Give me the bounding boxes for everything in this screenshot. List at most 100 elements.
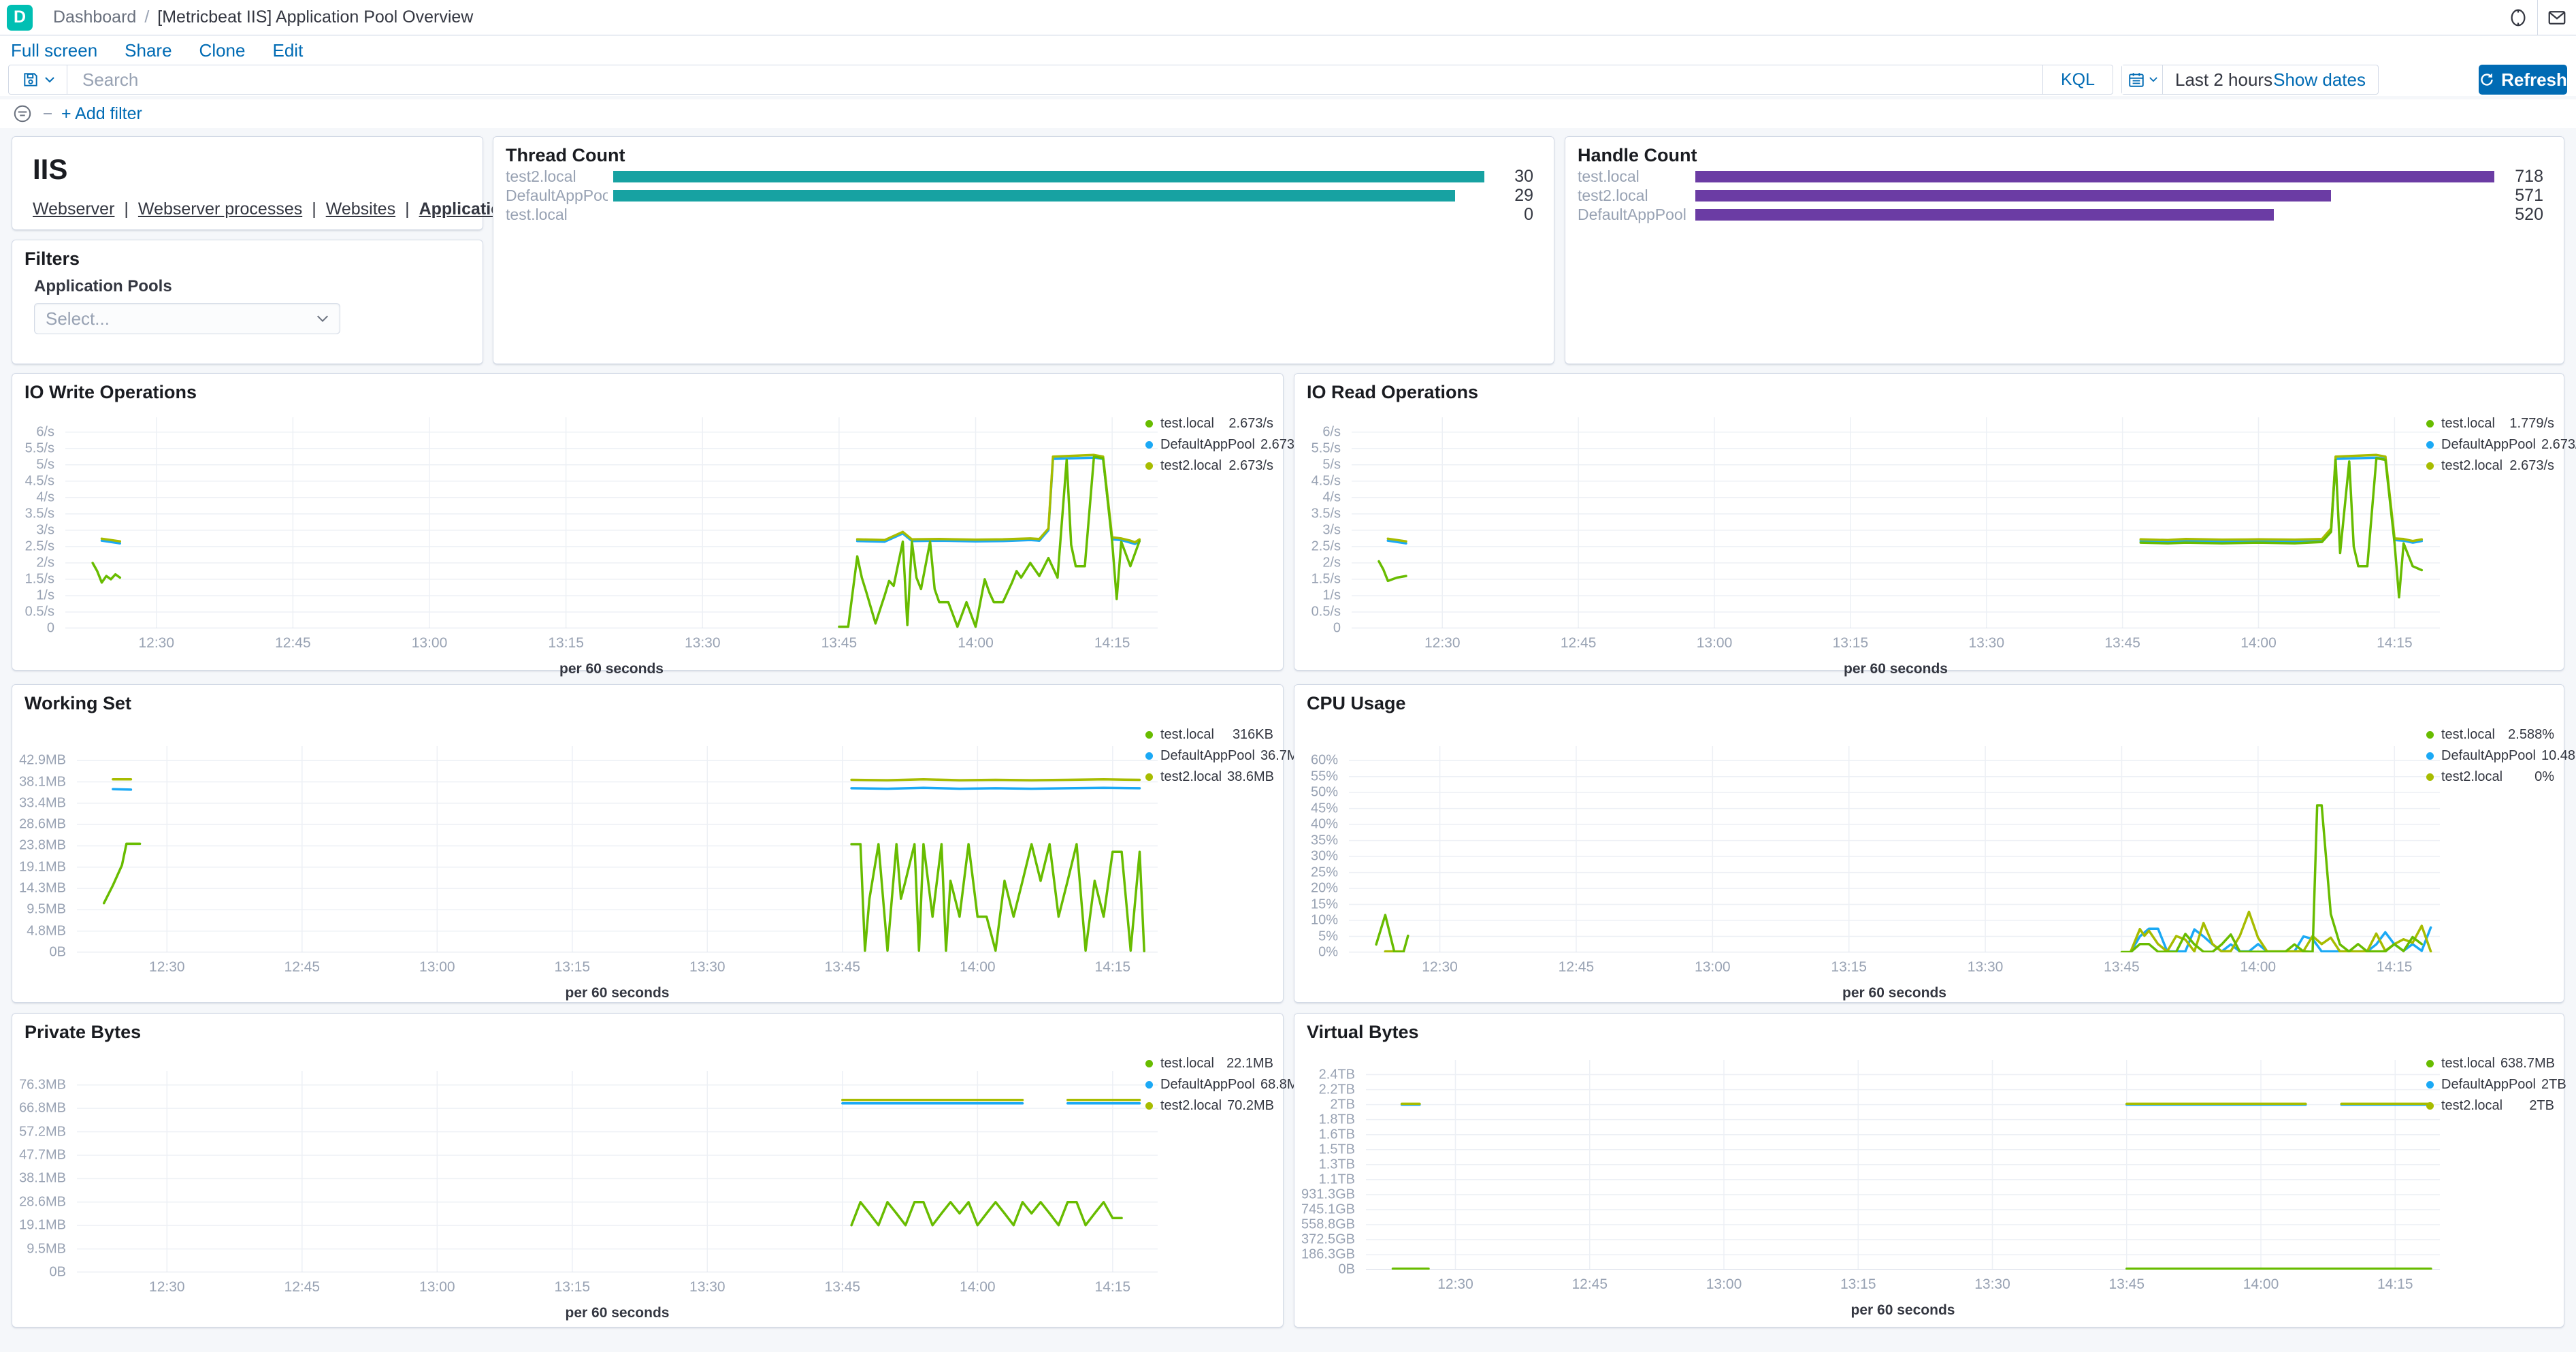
x-tick-label: 12:45	[1560, 635, 1597, 651]
y-tick-label: 20%	[1310, 880, 1338, 896]
date-picker: Last 2 hours Show dates	[2121, 65, 2379, 95]
io-read-title[interactable]: IO Read Operations	[1307, 382, 1479, 402]
menu-edit[interactable]: Edit	[272, 39, 304, 61]
y-axis-labels: 2.4TB 2.2TB 2TB 1.8TB 1.6TB 1.5TB 1.3TB 1.1TB 93…	[1291, 1060, 1366, 1276]
series-line-DefaultAppPool	[100, 539, 122, 545]
bar-value: 571	[2515, 185, 2543, 205]
chart-io-write[interactable]: 6/s 5.5/s 5/s 4.5/s 4/s 3.5/s 3/s 2.5/s 2/s 1.5/s…	[25, 417, 1158, 677]
legend-series-name: test2.local	[2441, 1098, 2503, 1113]
legend-series-name: test.local	[1160, 1056, 1214, 1071]
handle-count-title[interactable]: Handle Count	[1578, 145, 1697, 165]
show-dates-button[interactable]: Show dates	[2273, 69, 2366, 90]
x-axis-labels: 12:30 12:45 13:00 13:15 13:30 13:45 14:00 14:15	[1349, 959, 2440, 977]
x-tick-label: 14:15	[2377, 635, 2413, 651]
legend-item[interactable]: test.local 1.779/s	[2426, 413, 2554, 434]
legend-item[interactable]: test2.local 2.673/s	[2426, 455, 2554, 477]
legend-item[interactable]: test2.local 2.673/s	[1145, 455, 1273, 477]
application-pools-select[interactable]: Select...	[34, 303, 340, 334]
bar-row: DefaultAppPool 520	[1578, 205, 2543, 224]
menu-share[interactable]: Share	[125, 39, 172, 61]
x-tick-label: 12:30	[149, 1279, 185, 1295]
filter-options-icon[interactable]	[11, 102, 34, 125]
mail-icon[interactable]	[2538, 0, 2576, 35]
working-set-title[interactable]: Working Set	[25, 693, 132, 713]
link-websites[interactable]: Websites	[326, 199, 410, 219]
y-tick-label: 50%	[1310, 784, 1338, 800]
x-tick-label: 13:00	[419, 1279, 455, 1295]
legend-item[interactable]: DefaultAppPool 36.7MB	[1145, 745, 1307, 767]
legend-item[interactable]: test.local 2.588%	[2426, 724, 2554, 745]
bar[interactable]	[613, 189, 1456, 202]
menu-full-screen[interactable]: Full screen	[11, 39, 98, 61]
legend-item[interactable]: test2.local 2TB	[2426, 1095, 2554, 1116]
refresh-button[interactable]: Refresh	[2479, 65, 2567, 95]
bar-row: DefaultAppPool 29	[506, 186, 1533, 205]
y-tick-label: 372.5GB	[1301, 1232, 1355, 1247]
bar[interactable]	[1695, 189, 2331, 202]
y-tick-label: 2/s	[1322, 555, 1341, 570]
y-tick-label: 33.4MB	[19, 795, 66, 811]
bar-label: DefaultAppPool	[506, 186, 608, 204]
y-tick-label: 2.4TB	[1318, 1067, 1355, 1082]
time-range-value[interactable]: Last 2 hours	[2175, 69, 2273, 90]
y-tick-label: 42.9MB	[19, 752, 66, 768]
x-tick-label: 13:30	[689, 1279, 725, 1295]
controls-icon[interactable]	[2499, 0, 2537, 35]
legend-dot	[1145, 731, 1153, 739]
series-line-test2.local	[1386, 537, 1407, 543]
cpu-usage-title[interactable]: CPU Usage	[1307, 693, 1406, 713]
legend-item[interactable]: test2.local 70.2MB	[1145, 1095, 1274, 1116]
kql-syntax-button[interactable]: KQL	[2042, 65, 2113, 94]
dashboard-app-logo[interactable]: D	[7, 4, 33, 31]
legend-item[interactable]: test.local 638.7MB	[2426, 1053, 2555, 1074]
chart-cpu-usage[interactable]: 60% 55% 50% 45% 40% 35% 30% 25% 20% 15% 10% 5% 0% 12…	[1311, 746, 2440, 1001]
x-tick-label: 13:00	[1695, 959, 1731, 975]
x-axis-labels: 12:30 12:45 13:00 13:15 13:30 13:45 14:00 14:15	[1366, 1276, 2440, 1294]
menu-clone[interactable]: Clone	[199, 39, 246, 61]
chart-plot-svg	[1349, 746, 2440, 952]
chart-io-read[interactable]: 6/s 5.5/s 5/s 4.5/s 4/s 3.5/s 3/s 2.5/s 2/s 1.5/s…	[1311, 417, 2440, 677]
bar[interactable]	[1695, 170, 2494, 182]
chart-working-set[interactable]: 42.9MB 38.1MB 33.4MB 28.6MB 23.8MB 19.1MB 14.3…	[19, 746, 1158, 1001]
bar-label: test.local	[1578, 167, 1640, 185]
chart-virtual-bytes[interactable]: 2.4TB 2.2TB 2TB 1.8TB 1.6TB 1.5TB 1.3TB 1.1TB 93…	[1301, 1060, 2440, 1318]
legend-item[interactable]: test.local 22.1MB	[1145, 1053, 1273, 1074]
private-bytes-title[interactable]: Private Bytes	[25, 1022, 142, 1042]
legend-item[interactable]: DefaultAppPool 68.8MB	[1145, 1074, 1307, 1095]
series-line-test.local	[838, 455, 1141, 628]
legend-item[interactable]: DefaultAppPool 10.487%	[2426, 745, 2576, 767]
legend-item[interactable]: test2.local 38.6MB	[1145, 767, 1274, 788]
chart-private-bytes[interactable]: 76.3MB 66.8MB 57.2MB 47.7MB 38.1MB 28.6MB 19.1…	[19, 1071, 1158, 1321]
io-write-title[interactable]: IO Write Operations	[25, 382, 197, 402]
application-pools-field-label: Application Pools	[34, 277, 172, 295]
breadcrumb-dashboard[interactable]: Dashboard	[53, 7, 137, 27]
thread-count-title[interactable]: Thread Count	[506, 145, 625, 165]
x-tick-label: 12:45	[1571, 1276, 1608, 1292]
link-webserver[interactable]: Webserver	[33, 199, 129, 219]
legend-item[interactable]: DefaultAppPool 2TB	[2426, 1074, 2566, 1095]
search-input[interactable]	[67, 69, 2042, 91]
y-tick-label: 23.8MB	[19, 837, 66, 853]
search-bar: KQL	[8, 65, 2113, 95]
y-tick-label: 2TB	[1330, 1097, 1355, 1112]
legend-series-value: 2.673/s	[1228, 416, 1273, 431]
saved-query-menu-button[interactable]	[9, 65, 67, 94]
y-tick-label: 0	[46, 620, 54, 636]
bar-label: DefaultAppPool	[1578, 205, 1686, 223]
chevron-down-icon	[44, 76, 54, 82]
virtual-bytes-title[interactable]: Virtual Bytes	[1307, 1022, 1419, 1042]
add-filter-button[interactable]: + Add filter	[61, 103, 142, 123]
calendar-menu-button[interactable]	[2122, 65, 2163, 94]
legend-item[interactable]: test2.local 0%	[2426, 767, 2554, 788]
legend-series-name: test.local	[1160, 416, 1214, 431]
legend-series-value: 22.1MB	[1226, 1056, 1273, 1071]
bar[interactable]	[1695, 208, 2275, 221]
legend-item[interactable]: test.local 2.673/s	[1145, 413, 1273, 434]
legend-dot	[1145, 1102, 1153, 1110]
legend-item[interactable]: test.local 316KB	[1145, 724, 1273, 745]
link-webserver-processes[interactable]: Webserver processes	[138, 199, 316, 219]
bar[interactable]	[613, 170, 1484, 182]
legend-series-value: 2TB	[2529, 1098, 2554, 1113]
